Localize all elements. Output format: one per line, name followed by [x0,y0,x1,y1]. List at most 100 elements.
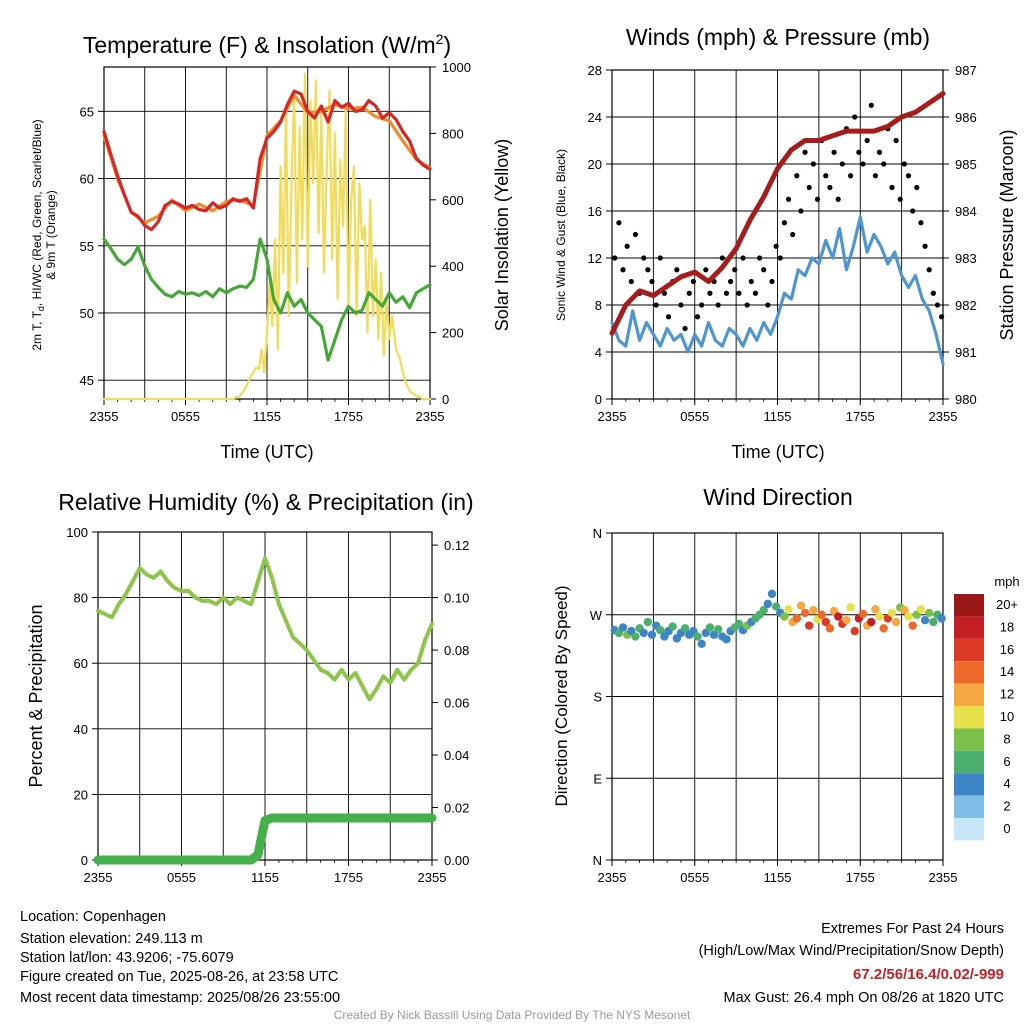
data-point-gust [632,231,639,238]
y2-tick-label: 987 [955,63,977,78]
data-point-direction [875,612,884,621]
info-location: Location: Copenhagen [20,909,166,925]
data-point-gust [752,290,759,296]
data-point-gust [748,278,754,285]
y2-axis-label-temperature: Solar Insolation (Yellow) [492,139,512,331]
data-point-gust [756,255,763,261]
y-tick-label: 40 [74,722,88,737]
data-point-gust [761,267,767,273]
data-point-gust [657,255,663,261]
data-point-direction [705,623,715,632]
y-tick-label: 80 [74,591,88,606]
data-point-gust [728,278,734,285]
tick-labels-temperature: 2355 0555 1155 1755 2355 45 50 55 60 65 0 200 400 600… [80,60,471,424]
data-point-direction [900,606,909,615]
y2-tick-label: 981 [955,345,977,360]
data-point-direction [713,625,723,634]
data-point-gust [620,267,626,273]
data-point-direction [680,624,690,633]
data-point-direction [668,622,677,631]
y-tick-label: S [593,690,602,705]
y2-tick-label: 0.08 [444,643,469,658]
data-point-gust [624,243,630,249]
data-point-direction [858,609,868,619]
y-tick-label: 4 [595,345,602,360]
data-point-direction [796,601,806,610]
data-point-gust [736,290,742,296]
legend-swatch [954,638,984,662]
data-point-gust [765,302,771,308]
legend-label: 0 [1003,821,1010,836]
y-tick-label: 12 [588,251,602,266]
x-tick-label: 0555 [680,870,709,885]
legend-swatch [954,661,984,684]
data-point-gust [930,290,936,296]
data-point-gust [802,149,808,155]
y-tick-label: 20 [74,787,88,802]
y-tick-label: W [590,608,603,623]
data-point-direction [867,617,876,627]
y2-tick-label: 1000 [442,60,471,75]
data-point-gust [678,302,684,308]
legend-label: 14 [1000,664,1014,679]
y2-tick-label: 983 [955,251,977,266]
data-point-gust [649,278,655,285]
data-point-direction [850,626,859,636]
series-line-humidity [96,556,434,702]
chart-title-humidity: Relative Humidity (%) & Precipitation (i… [58,489,473,515]
data-point-direction [647,630,657,639]
series-humidity [93,556,437,865]
data-point-gust [831,149,837,155]
y-tick-label: 16 [588,204,602,219]
data-point-direction [825,624,835,633]
x-tick-label: 2355 [598,870,627,885]
x-axis-label-winds: Time (UTC) [731,442,824,462]
legend-swatch [954,616,984,639]
y2-tick-label: 0.02 [444,801,469,816]
data-point-direction [887,608,897,618]
y2-tick-label: 800 [442,126,464,141]
data-point-gust [703,267,709,273]
station-info: Location: Copenhagen Station elevation: … [20,909,340,1006]
data-point-direction [734,619,744,629]
legend-swatch [954,594,984,617]
plot-area-humidity [92,531,438,866]
data-point-direction [809,606,818,615]
data-point-direction [697,639,706,649]
y-tick-label: E [593,771,602,786]
series-winds [609,91,946,366]
legend-swatch [954,818,984,841]
data-point-gust [876,149,883,155]
legend-label: 18 [1000,619,1014,634]
y-tick-label: 45 [80,373,94,388]
data-point-gust [740,255,746,261]
legend-label: 10 [1000,709,1014,724]
extremes-title: Extremes For Past 24 Hours [821,921,1004,937]
data-point-direction [792,614,802,623]
data-point-gust [690,278,696,285]
data-point-gust [699,302,705,308]
data-point-gust [744,302,750,308]
data-point-direction [925,608,934,618]
y-tick-label: 100 [66,525,88,540]
data-point-gust [827,184,833,191]
y-tick-label: 0 [595,392,602,407]
data-point-direction [891,617,901,627]
plot-area-wind-direction [606,532,944,866]
data-point-gust [694,314,701,320]
series-line-temperature [102,237,432,362]
y-tick-label: 50 [80,306,94,321]
data-point-direction [763,599,773,609]
y-tick-label: 55 [80,239,94,254]
y2-tick-label: 0.10 [444,591,469,606]
data-point-gust [653,302,659,308]
data-point-direction [693,632,702,641]
data-point-gust [785,196,792,202]
data-point-direction [904,612,913,621]
data-point-gust [781,220,787,226]
data-point-gust [847,173,854,179]
data-point-direction [722,635,731,644]
data-point-direction [929,617,938,627]
chart-title-temperature: Temperature (F) & Insolation (W/m2) [83,31,451,58]
